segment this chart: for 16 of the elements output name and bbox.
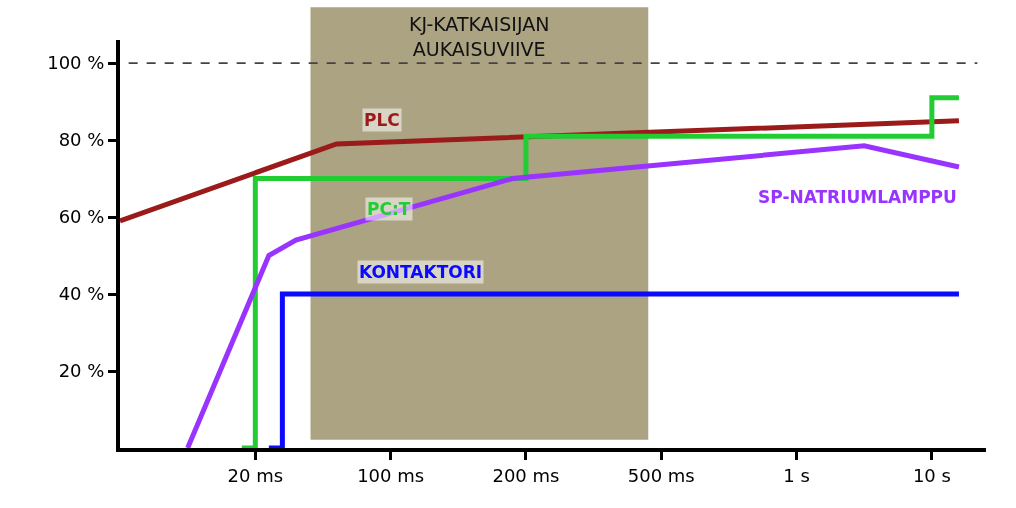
series-label: SP-NATRIUMLAMPPU [758,187,957,207]
x-tick-label: 1 s [783,464,810,486]
x-tick-label: 500 ms [627,464,695,486]
y-tick-label: 40 % [58,283,105,305]
y-tick-label: 60 % [58,206,105,228]
x-tick-label: 20 ms [227,464,284,486]
y-tick-label: 100 % [47,52,105,74]
series-label: KONTAKTORI [359,262,483,282]
series-label: PC:T [367,199,411,219]
x-tick-label: 200 ms [492,464,560,486]
y-tick-label: 80 % [58,129,105,151]
x-tick-label: 10 s [912,464,951,486]
x-tick-label: 100 ms [357,464,425,486]
y-tick-label: 20 % [58,360,105,382]
annotation: KJ-KATKAISIJAN AUKAISUVIIVE [409,13,550,60]
series-label: PLC [364,110,400,130]
